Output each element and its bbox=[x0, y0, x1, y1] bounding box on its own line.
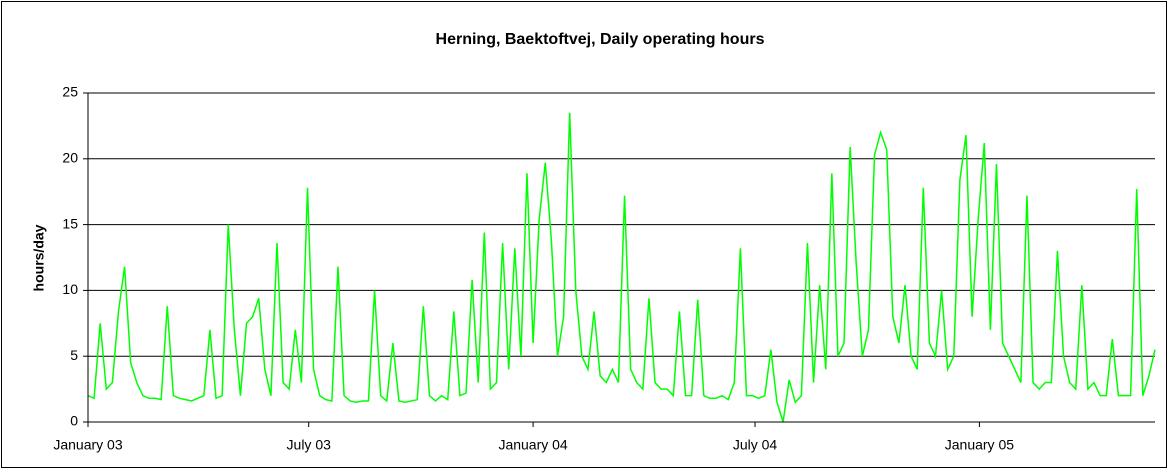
y-tick-label: 15 bbox=[62, 215, 78, 231]
y-tick-label: 5 bbox=[70, 347, 78, 363]
y-tick-label: 25 bbox=[62, 84, 78, 100]
y-tick-label: 10 bbox=[62, 281, 78, 297]
y-tick-label: 20 bbox=[62, 150, 78, 166]
y-axis-label: hours/day bbox=[31, 224, 47, 291]
x-tick-label: January 05 bbox=[945, 437, 1014, 453]
x-tick-label: January 03 bbox=[53, 437, 122, 453]
data-line bbox=[87, 112, 1156, 423]
chart-title: Herning, Baektoftvej, Daily operating ho… bbox=[436, 31, 765, 48]
x-tick-label: January 04 bbox=[498, 437, 567, 453]
x-tick-label: July 04 bbox=[733, 437, 778, 453]
y-tick-label: 0 bbox=[70, 413, 78, 429]
x-tick-label: July 03 bbox=[287, 437, 332, 453]
